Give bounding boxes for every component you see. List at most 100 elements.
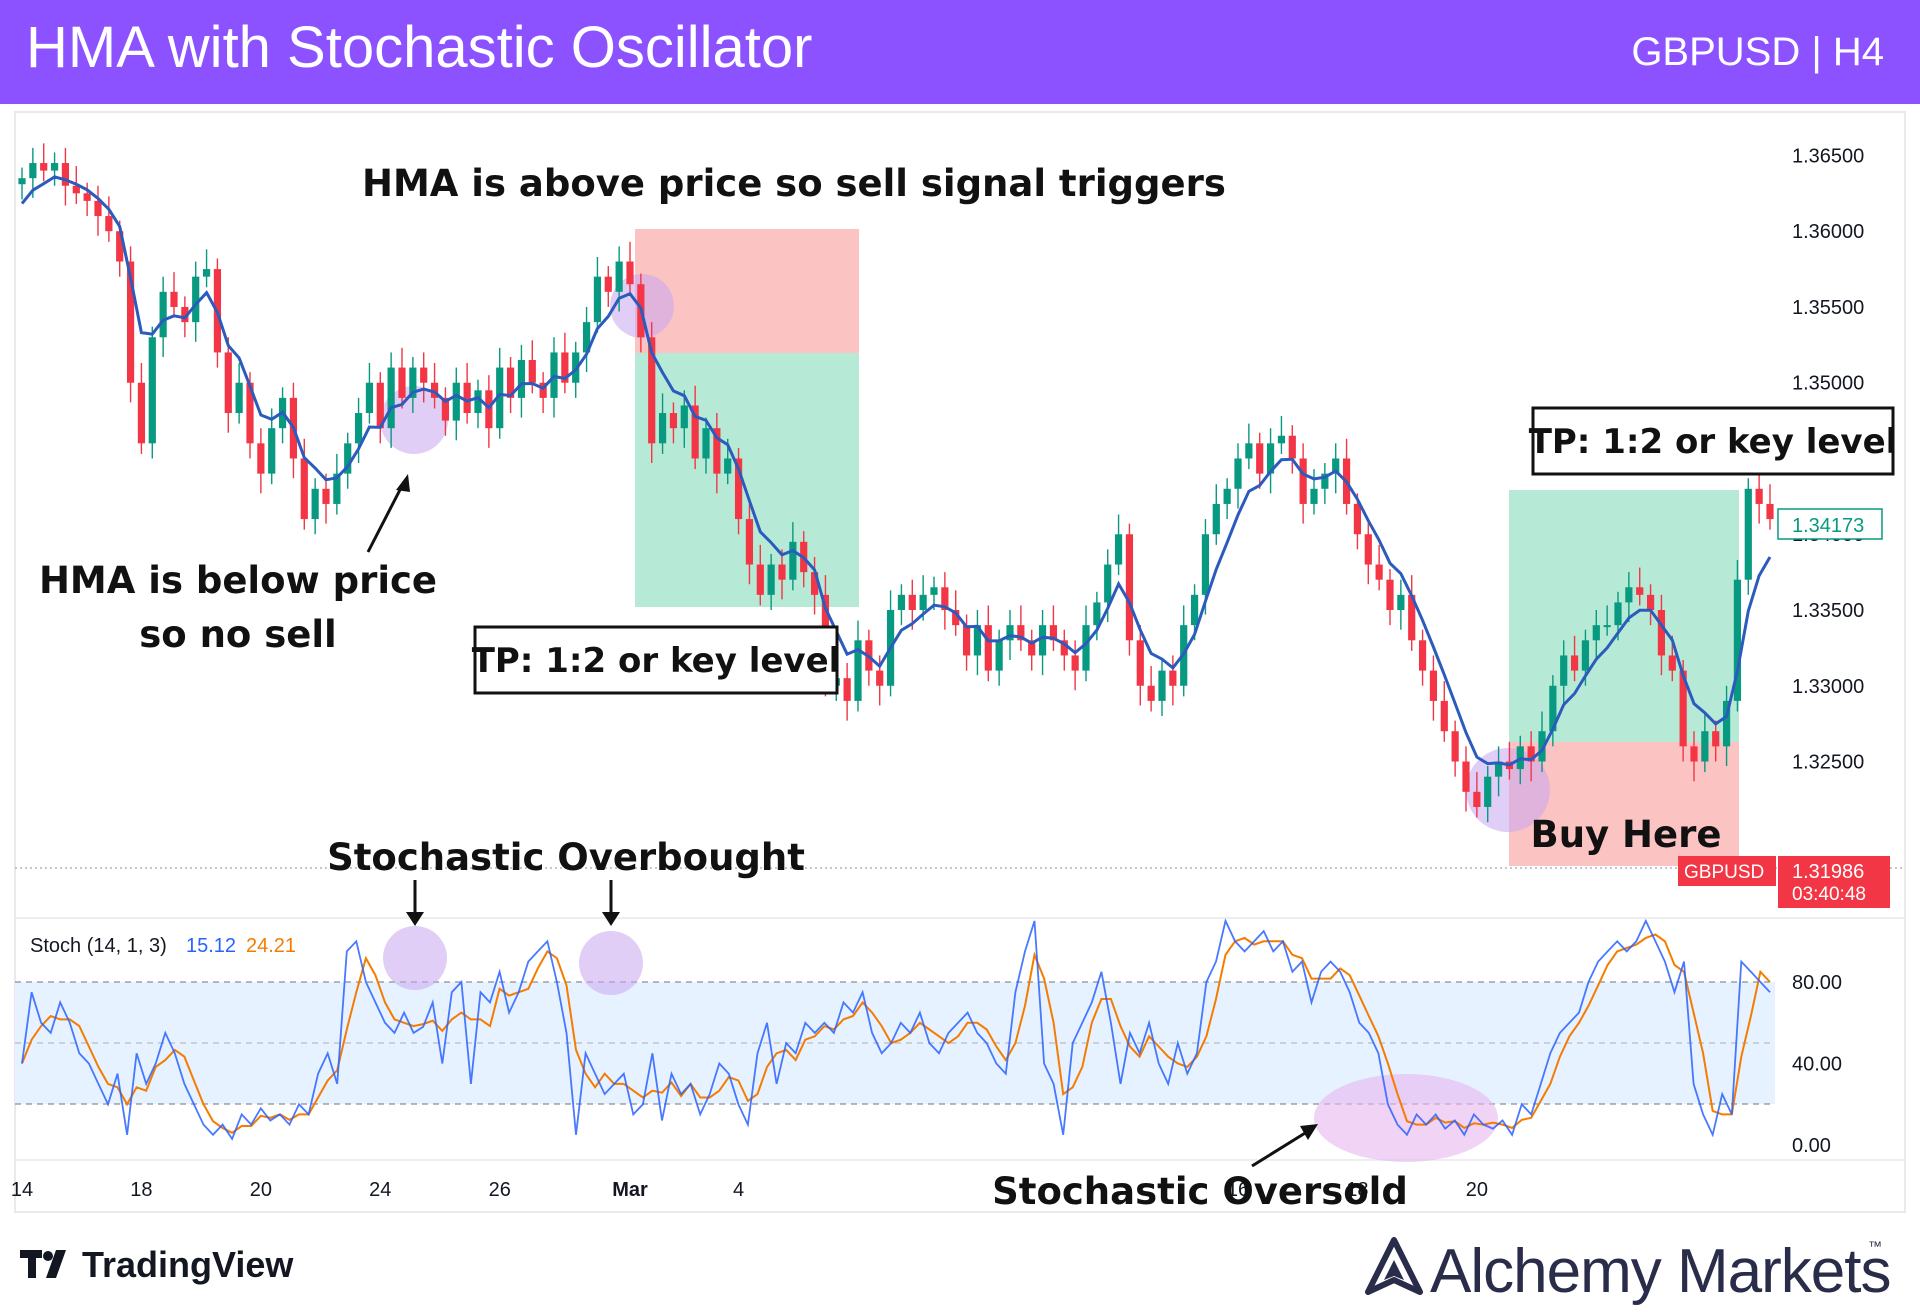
candle-body xyxy=(1560,655,1568,686)
tp-zone-left xyxy=(635,353,859,607)
candle-body xyxy=(1071,655,1079,671)
candle-body xyxy=(1277,435,1286,444)
candle-body xyxy=(170,291,178,307)
candle-body xyxy=(1212,503,1220,535)
tradingview-wordmark: TradingView xyxy=(82,1244,294,1285)
candle-body xyxy=(745,519,754,565)
tp-box-left xyxy=(473,625,839,695)
annotation-stoch-overbought: Stochastic Overbought xyxy=(327,836,805,879)
candle-body xyxy=(1266,443,1275,474)
candle-body xyxy=(1701,731,1709,762)
annotation-hma-below-1: HMA is below price xyxy=(39,559,437,602)
candle-body xyxy=(1125,534,1134,641)
time-tick-label: 20 xyxy=(1466,1179,1488,1201)
symbol-timeframe: GBPUSD | H4 xyxy=(1631,30,1884,74)
highlight-circle-sell-ok xyxy=(380,386,448,454)
candle-body xyxy=(897,594,906,610)
candle-body xyxy=(246,382,254,444)
candle-body xyxy=(192,276,200,323)
candle-body xyxy=(1006,625,1014,641)
current-price: 1.34173 xyxy=(1792,515,1864,537)
candle-body xyxy=(137,382,146,444)
last-price-symbol-box xyxy=(1678,856,1776,886)
candle-body xyxy=(582,322,591,353)
time-axis: 14 18 20 24 26 Mar 4 16 18 20 xyxy=(11,1179,1488,1201)
candle-body xyxy=(1755,488,1763,504)
candle-body xyxy=(1668,655,1676,671)
candle-body xyxy=(615,261,623,292)
candle-body xyxy=(1310,488,1318,504)
candle-body xyxy=(322,488,330,504)
candle-body xyxy=(810,572,819,595)
candle-body xyxy=(1017,625,1025,641)
current-price-box xyxy=(1777,508,1883,540)
candle-body xyxy=(181,306,189,323)
candle-body xyxy=(506,367,515,398)
candle-body xyxy=(669,413,678,429)
candle-body xyxy=(1722,700,1731,747)
candle-body xyxy=(539,382,547,398)
candle-body xyxy=(1028,640,1036,656)
candle-body xyxy=(1190,594,1199,626)
candle-body xyxy=(756,564,764,595)
candle-body xyxy=(1625,587,1633,603)
tp-left-label: TP: 1:2 or key level xyxy=(472,641,841,681)
candle-body xyxy=(235,382,243,414)
candle-body xyxy=(463,382,471,414)
chart: 1.365001.360001.355001.350001.345001.340… xyxy=(11,111,1906,1213)
countdown: 03:40:48 xyxy=(1792,884,1866,905)
candle-body xyxy=(474,390,482,414)
chart-frame xyxy=(14,111,1906,1213)
candle-body xyxy=(973,625,982,656)
candle-body xyxy=(1256,443,1264,474)
candle-body xyxy=(72,185,80,194)
time-tick-label: 18 xyxy=(130,1179,152,1201)
candle-body xyxy=(1364,534,1372,565)
candle-body xyxy=(528,360,536,383)
price-tick-label: 1.33500 xyxy=(1792,600,1864,622)
candle-body xyxy=(1494,761,1503,777)
candle-body xyxy=(995,640,1003,671)
candle-body xyxy=(1060,640,1068,656)
candle-body xyxy=(1158,670,1166,701)
time-tick-label: Mar xyxy=(612,1179,648,1201)
candle-body xyxy=(398,367,406,398)
candle-body xyxy=(1549,685,1557,732)
candle-body xyxy=(1353,503,1362,535)
candle-body xyxy=(876,670,884,686)
highlight-circle-overbought-1 xyxy=(383,926,447,990)
candle-body xyxy=(778,564,786,580)
candle-body xyxy=(941,587,949,610)
candle-body xyxy=(116,231,124,262)
price-tick-label: 1.33000 xyxy=(1792,676,1864,698)
candle-body xyxy=(1538,731,1546,762)
candle-body xyxy=(1375,564,1383,580)
time-tick-label: 16 xyxy=(1227,1179,1249,1201)
time-tick-label: 14 xyxy=(11,1179,33,1201)
time-tick-label: 18 xyxy=(1346,1179,1368,1201)
candle-body xyxy=(843,678,851,701)
price-tick-label: 1.36500 xyxy=(1792,145,1864,167)
arrow-head-overbought-1 xyxy=(406,912,424,926)
candle-body xyxy=(561,352,569,383)
candle-body xyxy=(1592,625,1600,641)
candle-body xyxy=(496,367,504,429)
candle-body xyxy=(1484,776,1492,807)
candle-body xyxy=(1397,594,1405,610)
candle-body xyxy=(767,564,775,595)
candle-body xyxy=(202,269,211,277)
candle-body xyxy=(658,413,667,444)
candle-body xyxy=(1104,564,1112,603)
candle-body xyxy=(1049,625,1058,641)
candle-body xyxy=(1451,731,1459,762)
candle-body xyxy=(952,610,960,626)
candle-body xyxy=(420,367,428,383)
arrow-hma-below xyxy=(366,481,406,553)
candle-body xyxy=(930,587,938,595)
highlight-circle-overbought-2 xyxy=(579,931,643,995)
stoch-d-line xyxy=(21,933,1771,1134)
price-tick-label: 1.36000 xyxy=(1792,221,1864,243)
tradingview-logo-icon xyxy=(20,1250,66,1278)
candle-body xyxy=(854,640,862,701)
candle-body xyxy=(1418,640,1427,671)
